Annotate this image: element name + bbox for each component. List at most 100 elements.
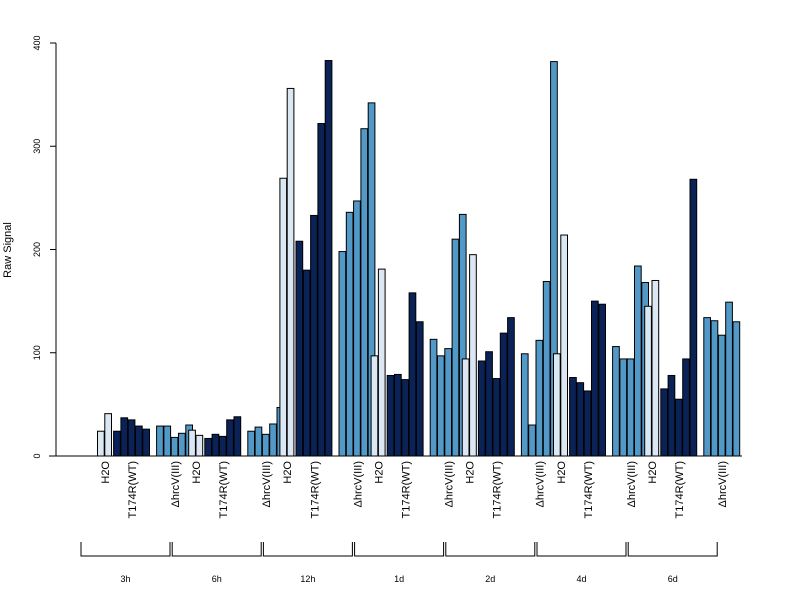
bar-3h-h2o-2	[104, 413, 113, 457]
bar-6d-mut-5	[732, 321, 741, 457]
bar-6d-mut-2	[710, 320, 719, 457]
bar-1d-wt-2	[394, 373, 402, 457]
bar-1d-mut-4	[451, 238, 460, 457]
bar-6h-mut-4	[269, 423, 277, 457]
group-label: H2O	[556, 461, 568, 484]
bar-4d-wt-5	[598, 303, 606, 457]
bar-3h-mut-2	[163, 425, 172, 457]
bar-12h-wt-3	[310, 214, 318, 457]
bar-6d-wt-1	[660, 388, 668, 457]
bar-4d-wt-2	[576, 382, 585, 457]
bar-6d-wt-5	[689, 178, 698, 457]
timepoint-brackets: 3h 6h 12h 1d 2d 4d 6d	[80, 542, 718, 584]
group-label: T174R(WT)	[218, 461, 230, 518]
bar-12h-wt-4	[317, 123, 326, 457]
bar-1d-wt-1	[386, 374, 395, 457]
group-label: H2O	[647, 461, 659, 484]
timepoint-bracket	[80, 542, 171, 557]
group-label: ΔhrcV(III)	[170, 461, 182, 507]
bar-4d-wt-1	[569, 377, 577, 457]
group-label: T174R(WT)	[674, 461, 686, 518]
bar-12h-mut-1	[338, 251, 347, 457]
group-label: ΔhrcV(III)	[535, 461, 547, 507]
group-labels: H2O T174R(WT) ΔhrcV(III) H2O T174R(WT) ΔhrcV(…	[100, 461, 729, 519]
bar-6h-mut-1	[247, 430, 256, 457]
bar-6d-wt-2	[667, 374, 676, 457]
group-label: ΔhrcV(III)	[717, 461, 729, 507]
group-label: T174R(WT)	[127, 461, 139, 518]
bar-1d-wt-5	[415, 321, 424, 457]
bar-2d-wt-4	[499, 332, 508, 457]
bar-3h-wt-5	[142, 428, 151, 457]
bar-1d-h2o-1	[370, 355, 379, 457]
bar-3h-wt-1	[113, 430, 121, 457]
bar-6d-mut-3	[717, 334, 726, 457]
bar-2d-wt-5	[507, 317, 515, 457]
bar-3h-h2o-1	[97, 430, 105, 457]
bar-3h-wt-4	[135, 425, 143, 457]
group-label: T174R(WT)	[583, 461, 595, 518]
timepoint-bracket	[354, 542, 445, 557]
y-tick-label: 100	[32, 345, 42, 360]
bar-6h-mut-2	[254, 426, 263, 457]
bar-12h-h2o-2	[286, 87, 295, 457]
timepoint-label: 1d	[394, 574, 404, 584]
timepoint-label: 12h	[300, 574, 315, 584]
timepoint-bracket	[536, 542, 627, 557]
bar-4d-mut-2	[619, 358, 628, 457]
bar-3h-wt-2	[120, 417, 129, 457]
timepoint-bracket	[262, 542, 353, 557]
group-label: ΔhrcV(III)	[626, 461, 638, 507]
bar-12h-wt-5	[324, 60, 333, 457]
bar-12h-mut-3	[353, 200, 361, 457]
bar-6h-wt-4	[226, 419, 234, 457]
bar-1d-mut-1	[429, 338, 438, 457]
bar-2d-h2o-1	[461, 358, 470, 457]
group-label: ΔhrcV(III)	[444, 461, 456, 507]
bar-4d-mut-3	[626, 358, 635, 457]
bar-2d-mut-2	[528, 424, 536, 457]
bar-6d-wt-3	[674, 398, 683, 457]
bar-1d-mut-3	[444, 348, 452, 457]
timepoint-label: 2d	[485, 574, 495, 584]
bar-3h-mut-3	[170, 436, 179, 457]
bar-6d-mut-1	[703, 317, 711, 457]
y-tick-label: 300	[32, 139, 42, 154]
bar-3h-wt-3	[127, 419, 136, 457]
bar-12h-wt-1	[295, 240, 304, 457]
bar-1d-wt-3	[401, 379, 409, 457]
group-label: H2O	[100, 461, 112, 484]
bar-6h-wt-2	[211, 433, 220, 457]
group-label: ΔhrcV(III)	[261, 461, 273, 507]
bar-6d-wt-4	[682, 358, 690, 457]
timepoint-bracket	[445, 542, 536, 557]
bar-6h-h2o-1	[188, 429, 196, 457]
group-label: H2O	[191, 461, 203, 484]
bar-4d-h2o-2	[560, 234, 568, 457]
bar-1d-wt-4	[408, 292, 417, 457]
bar-12h-mut-2	[345, 211, 354, 457]
group-label: T174R(WT)	[401, 461, 413, 518]
group-label: H2O	[373, 461, 385, 484]
bar-6d-h2o-2	[651, 279, 660, 457]
bar-6d-mut-4	[725, 301, 733, 457]
bar-2d-mut-3	[535, 339, 544, 457]
bar-2d-mut-1	[520, 353, 529, 457]
bar-1d-h2o-2	[377, 268, 386, 457]
group-label: T174R(WT)	[309, 461, 321, 518]
timepoint-bracket	[171, 542, 262, 557]
bar-4d-mut-4	[634, 265, 642, 457]
bar-12h-mut-4	[360, 128, 369, 457]
bar-1d-mut-2	[437, 355, 445, 457]
bar-4d-wt-3	[583, 390, 592, 457]
timepoint-label: 6h	[212, 574, 222, 584]
timepoint-label: 6d	[668, 574, 678, 584]
y-tick-label: 400	[32, 35, 42, 50]
bar-2d-wt-1	[477, 360, 486, 457]
y-axis: 0 100 200 300 400	[32, 35, 57, 459]
bar-3h-mut-1	[156, 425, 164, 457]
bar-6h-wt-1	[204, 437, 213, 457]
bars	[97, 60, 741, 457]
bar-4d-h2o-1	[553, 353, 561, 457]
